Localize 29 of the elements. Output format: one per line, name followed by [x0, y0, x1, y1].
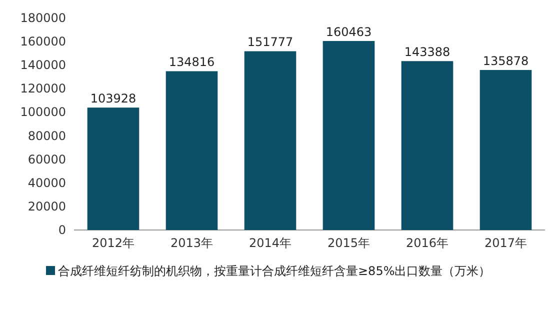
- x-tick-label: 2015年: [327, 236, 370, 250]
- y-tick-label: 160000: [20, 34, 66, 49]
- data-label: 151777: [247, 35, 294, 50]
- x-tick-label: 2012年: [92, 236, 135, 250]
- legend-label: 合成纤维短纤纺制的机织物，按重量计合成纤维短纤含量≥85%出口数量（万米）: [58, 264, 491, 278]
- y-tick-label: 140000: [20, 58, 66, 72]
- bar: [166, 71, 218, 230]
- y-tick-label: 120000: [20, 82, 66, 96]
- data-label: 103928: [90, 92, 136, 106]
- data-label: 135878: [482, 54, 529, 68]
- data-label: 160463: [326, 25, 372, 40]
- data-label: 143388: [404, 45, 450, 60]
- x-tick-label: 2017年: [484, 236, 528, 250]
- bar: [322, 41, 375, 230]
- y-tick-label: 20000: [28, 199, 66, 214]
- y-tick-label: 80000: [28, 128, 66, 143]
- y-tick-label: 60000: [28, 152, 66, 166]
- y-tick-label: 0: [58, 223, 66, 237]
- x-tick-label: 2013年: [170, 236, 214, 250]
- y-tick-label: 100000: [20, 105, 66, 120]
- bar: [480, 70, 532, 230]
- data-label: 134816: [168, 55, 215, 70]
- y-tick-label: 40000: [28, 176, 66, 190]
- bar: [244, 51, 296, 230]
- x-tick-label: 2016年: [406, 236, 449, 250]
- bar: [87, 108, 140, 230]
- y-tick-label: 180000: [20, 11, 66, 25]
- bar: [401, 61, 454, 230]
- x-tick-label: 2014年: [248, 236, 292, 250]
